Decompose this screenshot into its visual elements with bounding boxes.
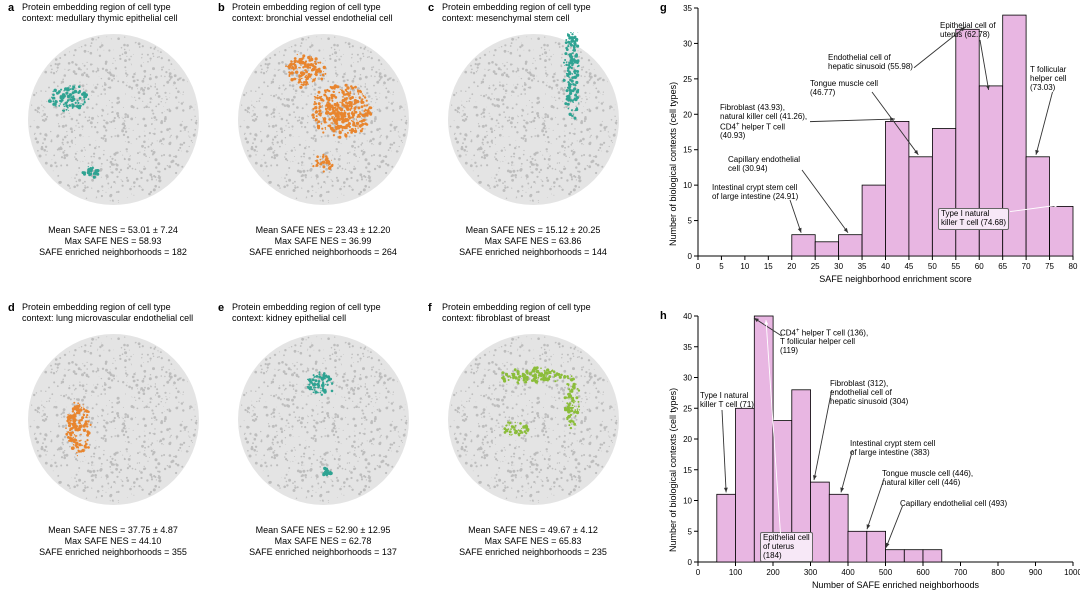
annotation-arrow [761, 315, 786, 539]
highlight-region [236, 32, 411, 207]
histogram-bar [979, 86, 1002, 256]
ann-endothelial: Endothelial cell ofhepatic sinusoid (55.… [828, 54, 913, 72]
panel-stats-line3: SAFE enriched neighborhoods = 182 [8, 247, 218, 258]
annotation-arrow [1005, 200, 1064, 217]
histogram-h: h010020030040050060070080090010000510152… [660, 310, 1080, 606]
panel-stats-line1: Mean SAFE NES = 49.67 ± 4.12 [428, 525, 638, 536]
panel-title-line1: Protein embedding region of cell type [22, 302, 171, 312]
panel-stats-line1: Mean SAFE NES = 53.01 ± 7.24 [8, 225, 218, 236]
panel-title-line1: Protein embedding region of cell type [22, 2, 171, 12]
panel-letter: d [8, 302, 15, 314]
ann-fibroblast: Fibroblast (43.93),natural killer cell (… [720, 104, 807, 141]
panel-title-line1: Protein embedding region of cell type [232, 2, 381, 12]
highlight-region [446, 332, 621, 507]
panel-stats-line2: Max SAFE NES = 36.99 [218, 236, 428, 247]
panel-title-line2: context: bronchial vessel endothelial ce… [232, 13, 393, 23]
panel-stats-line3: SAFE enriched neighborhoods = 144 [428, 247, 638, 258]
histogram-bar [839, 235, 862, 256]
panel-stats-line1: Mean SAFE NES = 37.75 ± 4.87 [8, 525, 218, 536]
histogram-g: g051015202530354045505560657075800510152… [660, 2, 1080, 300]
highlight-region [26, 32, 201, 207]
panel-stats-line1: Mean SAFE NES = 52.90 ± 12.95 [218, 525, 428, 536]
annotation-arrow [881, 501, 908, 553]
annotation-arrow [836, 445, 858, 497]
ann-type1: Type I naturalkiller T cell (74.68) [938, 208, 1009, 230]
panel-letter: a [8, 2, 14, 14]
panel-stats-line2: Max SAFE NES = 65.83 [428, 536, 638, 547]
panel-letter: f [428, 302, 432, 314]
panel-stats-line2: Max SAFE NES = 44.10 [8, 536, 218, 547]
panel-title-line2: context: lung microvascular endothelial … [22, 313, 193, 323]
scatter-panel-c: c Protein embedding region of cell typeco… [428, 2, 638, 297]
highlight-region [26, 332, 201, 507]
histogram-bar [862, 185, 885, 256]
scatter-panel-a: a Protein embedding region of cell typeco… [8, 2, 218, 297]
ann-h-tongue: Tongue muscle cell (446),natural killer … [882, 470, 973, 488]
histogram-bar [932, 129, 955, 257]
panel-stats-line2: Max SAFE NES = 62.78 [218, 536, 428, 547]
annotation-arrow [1031, 87, 1058, 160]
x-axis-label: SAFE neighborhood enrichment score [796, 274, 996, 284]
panel-title-line1: Protein embedding region of cell type [232, 302, 381, 312]
scatter-panel-f: f Protein embedding region of cell typeco… [428, 302, 638, 597]
ann-h-capillary: Capillary endothelial cell (493) [900, 500, 1007, 509]
panel-title-line2: context: fibroblast of breast [442, 313, 550, 323]
histogram-bar [904, 550, 923, 562]
panel-letter: c [428, 2, 434, 14]
annotation-arrow [809, 385, 837, 485]
histogram-bar [815, 242, 838, 256]
histogram-bar [909, 157, 932, 256]
panel-stats-line3: SAFE enriched neighborhoods = 264 [218, 247, 428, 258]
annotation-arrow [867, 87, 923, 160]
ann-h-fibroblast: Fibroblast (312),endothelial cell ofhepa… [830, 380, 908, 406]
panel-stats-line2: Max SAFE NES = 63.86 [428, 236, 638, 247]
scatter-panel-e: e Protein embedding region of cell typeco… [218, 302, 428, 597]
highlight-region [446, 32, 621, 207]
scatter-panel-d: d Protein embedding region of cell typeco… [8, 302, 218, 597]
panel-title-line1: Protein embedding region of cell type [442, 302, 591, 312]
panel-stats-line1: Mean SAFE NES = 15.12 ± 20.25 [428, 225, 638, 236]
panel-title-line1: Protein embedding region of cell type [442, 2, 591, 12]
panel-stats-line1: Mean SAFE NES = 23.43 ± 12.20 [218, 225, 428, 236]
panel-title-line2: context: kidney epithelial cell [232, 313, 346, 323]
y-axis-label: Number of biological contexts (cell type… [668, 266, 678, 552]
ann-h-cd4: CD4+ helper T cell (136),T follicular he… [780, 328, 868, 356]
histogram-bar [923, 550, 942, 562]
y-axis-label: Number of biological contexts (cell type… [668, 0, 678, 246]
histogram-bar [792, 235, 815, 256]
histogram-bar [717, 494, 736, 562]
ann-h-intestinal: Intestinal crypt stem cellof large intes… [850, 440, 935, 458]
annotation-arrow [975, 35, 994, 95]
histogram-bar [829, 494, 848, 562]
annotation-arrow [717, 405, 731, 497]
panel-title-line2: context: mesenchymal stem cell [442, 13, 570, 23]
panel-stats-line3: SAFE enriched neighborhoods = 235 [428, 547, 638, 558]
panel-letter: e [218, 302, 224, 314]
ann-capillary: Capillary endothelialcell (30.94) [728, 156, 800, 174]
scatter-panel-b: b Protein embedding region of cell typeco… [218, 2, 428, 297]
panel-stats-line3: SAFE enriched neighborhoods = 137 [218, 547, 428, 558]
annotation-arrow [797, 165, 853, 238]
histogram-bar [811, 482, 830, 562]
panel-letter: b [218, 2, 225, 14]
panel-stats-line2: Max SAFE NES = 58.93 [8, 236, 218, 247]
x-axis-label: Number of SAFE enriched neighborhoods [796, 580, 996, 590]
highlight-region [236, 332, 411, 507]
histogram-bar [848, 531, 867, 562]
histogram-bar [736, 408, 755, 562]
panel-title-line2: context: medullary thymic epithelial cel… [22, 13, 178, 23]
panel-stats-line3: SAFE enriched neighborhoods = 355 [8, 547, 218, 558]
